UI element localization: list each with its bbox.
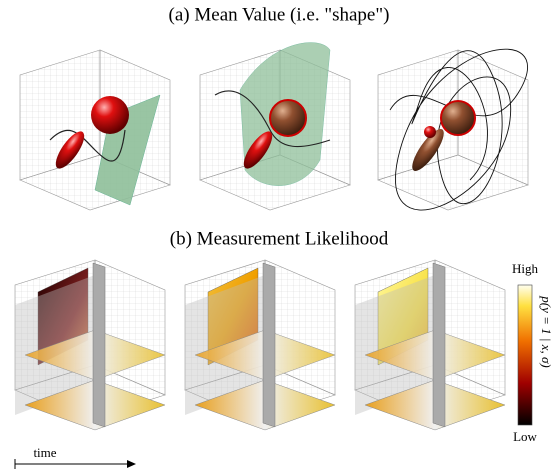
plot-b2: [185, 260, 335, 430]
plot-a2: [200, 43, 350, 210]
plot-b1: [15, 260, 165, 430]
colorbar-label: p(y = 1 | x, σ): [539, 295, 554, 367]
time-label: time: [33, 445, 56, 460]
plot-a3: [378, 49, 528, 210]
panel-b-title: (b) Measurement Likelihood: [170, 228, 389, 249]
colorbar: High Low p(y = 1 | x, σ): [512, 261, 554, 444]
figure: (a) Mean Value (i.e. "shape") (b) Measur…: [0, 0, 558, 472]
plot-b3: [355, 260, 505, 430]
panel-a-title: (a) Mean Value (i.e. "shape"): [169, 4, 390, 25]
time-arrow: time: [15, 445, 136, 469]
colorbar-low: Low: [513, 429, 537, 444]
colorbar-ramp: [518, 285, 532, 425]
plot-a1: [20, 50, 170, 210]
colorbar-high: High: [512, 261, 539, 276]
